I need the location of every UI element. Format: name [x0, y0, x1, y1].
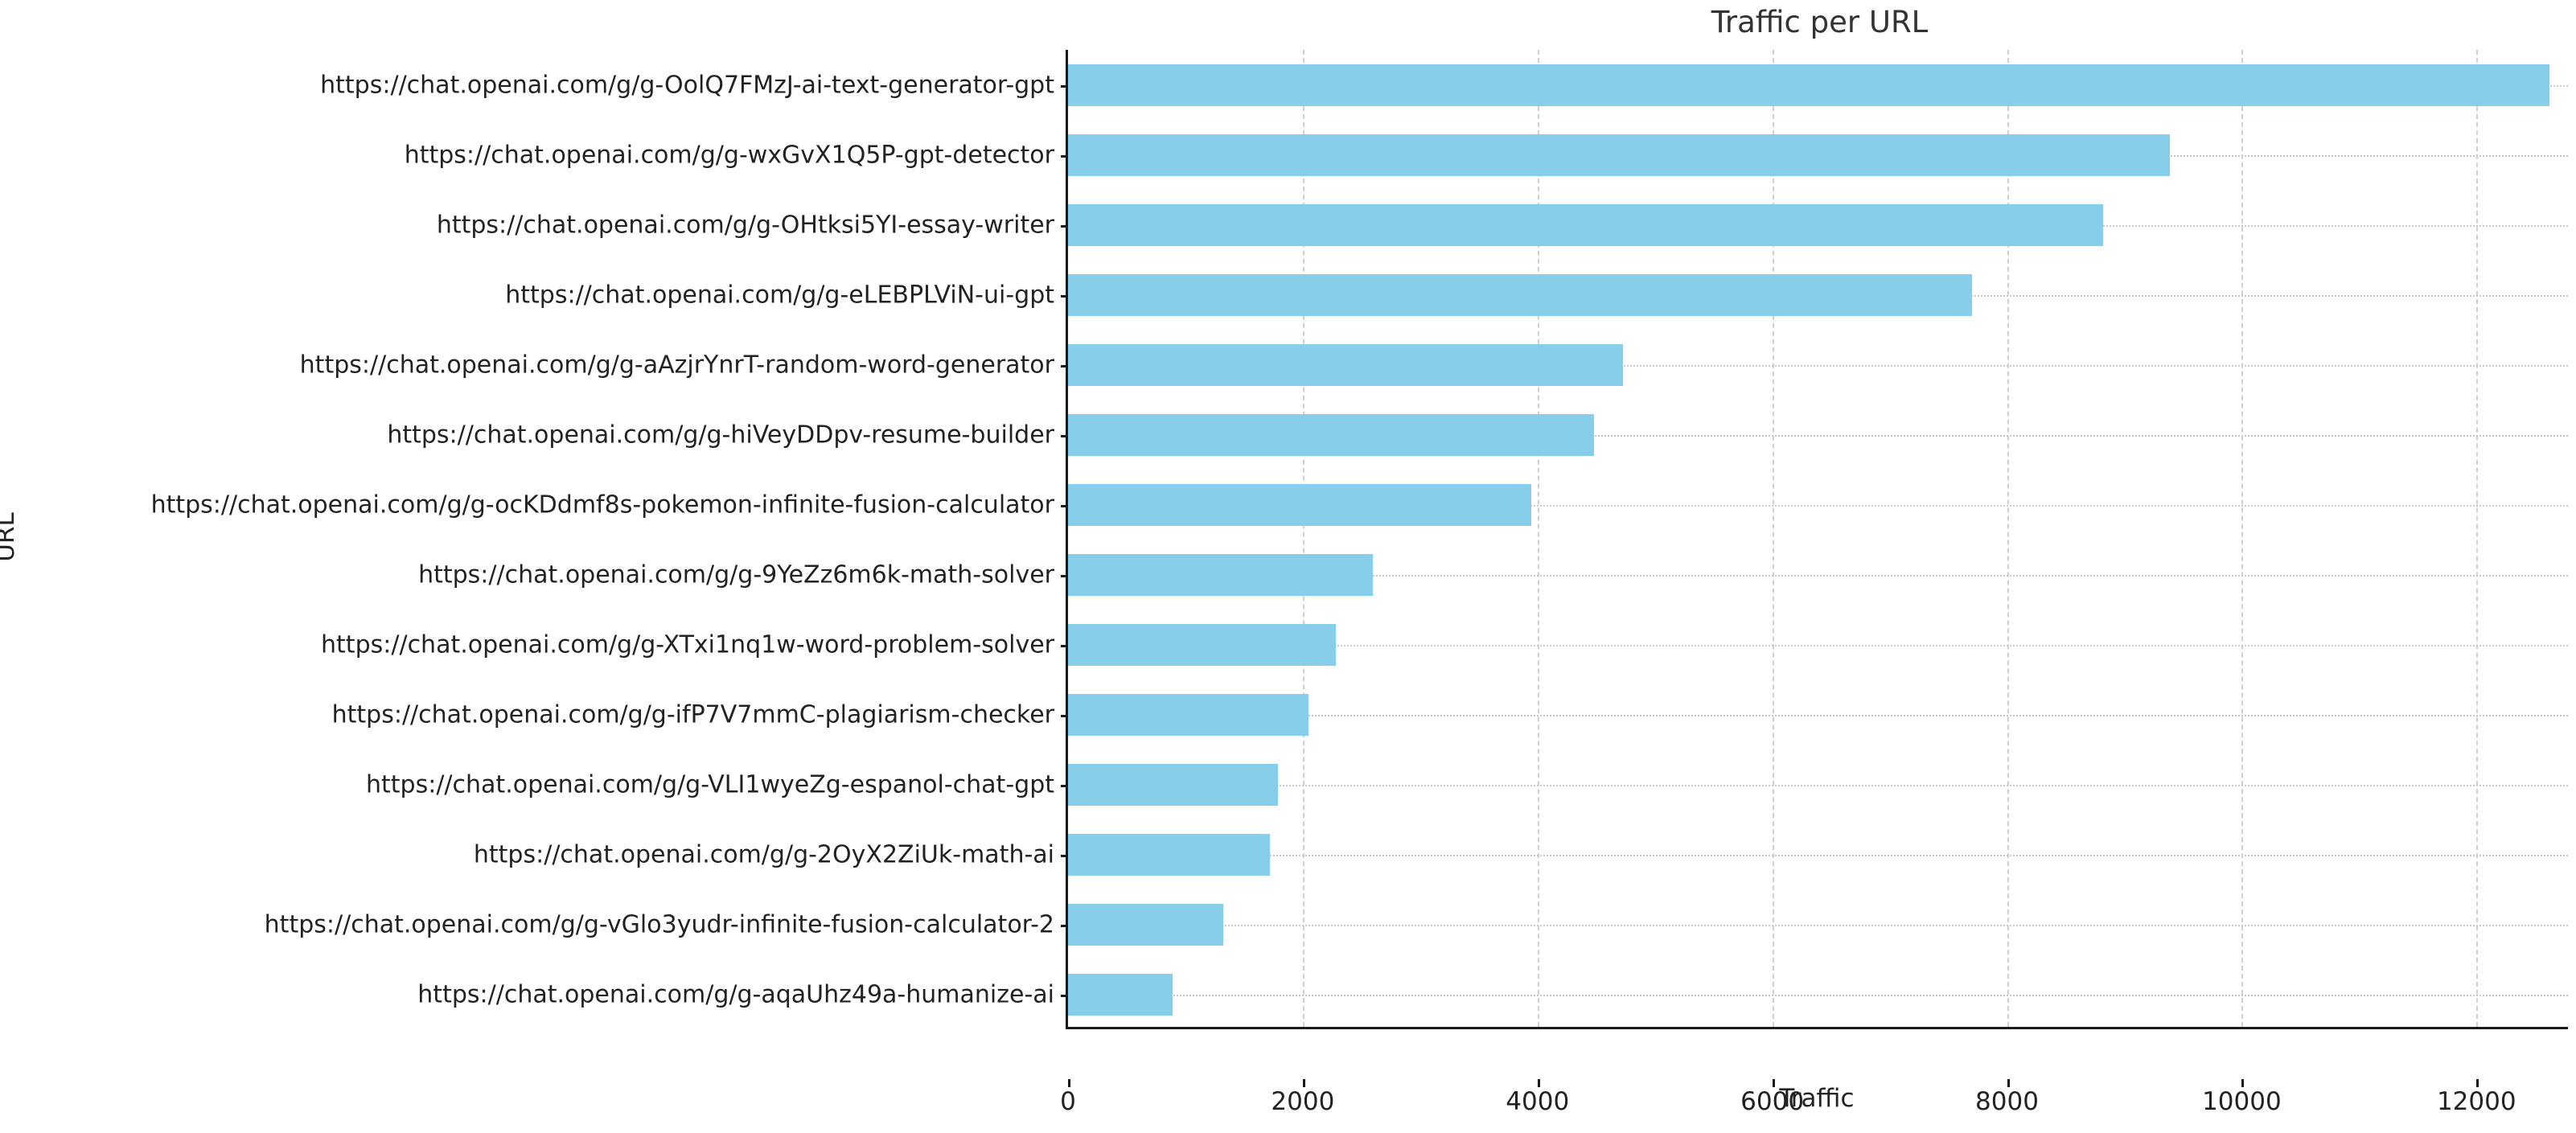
y-tick-label: https://chat.openai.com/g/g-9YeZz6m6k-ma… [418, 560, 1054, 589]
bar [1068, 693, 1309, 736]
x-tick-label: 4000 [1506, 1087, 1570, 1116]
gridline-horizontal [1068, 994, 2568, 996]
y-tick-label: https://chat.openai.com/g/g-eLEBPLViN-ui… [505, 281, 1054, 309]
x-tick-label: 2000 [1271, 1087, 1335, 1116]
y-axis-label: URL [0, 512, 20, 562]
bar [1068, 973, 1173, 1016]
x-tick-label: 6000 [1740, 1087, 1805, 1116]
y-tick-label: https://chat.openai.com/g/g-wxGvX1Q5P-gp… [404, 141, 1054, 169]
gridline-horizontal [1068, 854, 2568, 856]
bar [1068, 203, 2104, 246]
y-tick-mark [1061, 854, 1068, 857]
gridline-horizontal [1068, 504, 2568, 507]
bar [1068, 623, 1336, 666]
bar [1068, 483, 1532, 526]
chart-title: Traffic per URL [1711, 5, 1929, 39]
y-tick-mark [1061, 154, 1068, 158]
bar [1068, 833, 1270, 876]
y-tick-mark [1061, 714, 1068, 717]
y-tick-mark [1061, 924, 1068, 927]
x-axis-label: Traffic [1779, 1084, 1855, 1113]
x-tick-label: 12000 [2436, 1087, 2516, 1116]
y-tick-mark [1061, 994, 1068, 997]
x-tick-label: 8000 [1975, 1087, 2039, 1116]
x-tick-mark [1068, 1079, 1070, 1087]
y-tick-label: https://chat.openai.com/g/g-OolQ7FMzJ-ai… [320, 71, 1054, 99]
y-tick-label: https://chat.openai.com/g/g-ifP7V7mmC-pl… [331, 700, 1054, 729]
bar [1068, 763, 1279, 806]
bar [1068, 553, 1374, 596]
gridline-horizontal [1068, 714, 2568, 716]
y-tick-label: https://chat.openai.com/g/g-hiVeyDDpv-re… [387, 421, 1054, 449]
gridline-horizontal [1068, 784, 2568, 786]
gridline-horizontal [1068, 924, 2568, 926]
x-tick-mark [2241, 1079, 2245, 1087]
y-tick-mark [1061, 434, 1068, 437]
gridline-vertical [2007, 50, 2009, 1027]
y-tick-label: https://chat.openai.com/g/g-XTxi1nq1w-wo… [321, 630, 1054, 659]
y-tick-mark [1061, 84, 1068, 88]
y-tick-mark [1061, 644, 1068, 647]
bar [1068, 343, 1624, 386]
gridline-vertical [2476, 50, 2479, 1027]
bar [1068, 64, 2549, 106]
plot-area: 0 2000 4000 6000 8000 10000 12000 [1060, 50, 2568, 1116]
x-tick-mark [1537, 1079, 1540, 1087]
y-tick-mark [1061, 574, 1068, 577]
y-tick-label: https://chat.openai.com/g/g-OHtksi5YI-es… [436, 211, 1054, 239]
y-tick-mark [1061, 224, 1068, 228]
gridline-horizontal [1068, 574, 2568, 577]
x-tick-label: 0 [1060, 1087, 1076, 1116]
x-tick-mark [2476, 1079, 2479, 1087]
gridline-vertical [2241, 50, 2244, 1027]
y-tick-label: https://chat.openai.com/g/g-aAzjrYnrT-ra… [299, 351, 1054, 379]
bar [1068, 903, 1223, 946]
y-tick-mark [1061, 294, 1068, 298]
gridline-vertical [1302, 50, 1304, 1027]
y-tick-mark [1061, 504, 1068, 507]
gridline-horizontal [1068, 644, 2568, 647]
gridline-horizontal [1068, 434, 2568, 437]
x-tick-mark [2007, 1079, 2010, 1087]
y-tick-label: https://chat.openai.com/g/g-vGlo3yudr-in… [264, 910, 1054, 938]
x-tick-mark [1302, 1079, 1305, 1087]
gridline-horizontal [1068, 364, 2568, 367]
gridline-vertical [1537, 50, 1539, 1027]
bar [1068, 273, 1972, 316]
bar [1068, 413, 1594, 456]
y-tick-label: https://chat.openai.com/g/g-ocKDdmf8s-po… [150, 491, 1054, 519]
gridline-vertical [1772, 50, 1774, 1027]
y-tick-mark [1061, 784, 1068, 787]
x-tick-mark [1772, 1079, 1775, 1087]
y-tick-label: https://chat.openai.com/g/g-2OyX2ZiUk-ma… [473, 840, 1054, 868]
y-tick-mark [1061, 364, 1068, 367]
x-tick-label: 10000 [2202, 1087, 2282, 1116]
y-tick-label: https://chat.openai.com/g/g-aqaUhz49a-hu… [417, 980, 1054, 1008]
y-tick-label: https://chat.openai.com/g/g-VLI1wyeZg-es… [366, 770, 1054, 798]
bar [1068, 133, 2171, 176]
